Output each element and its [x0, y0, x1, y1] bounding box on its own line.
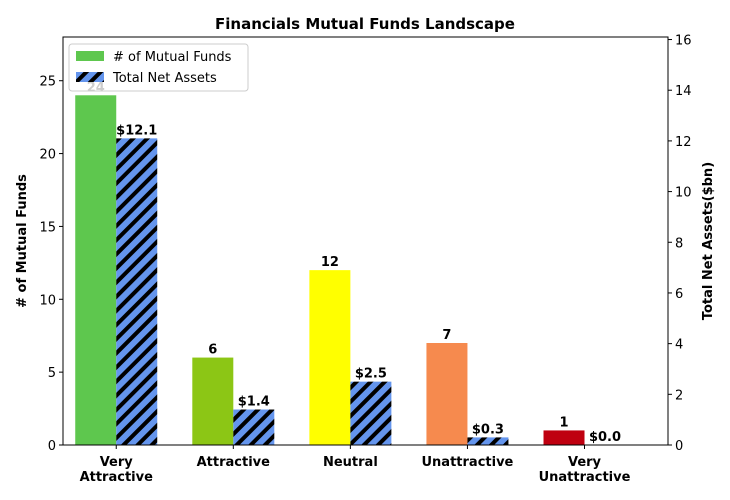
y-tick-label-left: 15: [39, 220, 56, 235]
y-tick-label-left: 25: [39, 75, 56, 90]
y-axis-title-left: # of Mutual Funds: [15, 174, 30, 308]
bar-mutual-funds: [75, 95, 117, 446]
bar-net-assets: [467, 437, 509, 445]
bar-mutual-funds: [426, 343, 468, 445]
legend-label-funds: # of Mutual Funds: [113, 50, 232, 65]
chart-title: Financials Mutual Funds Landscape: [215, 15, 515, 33]
x-tick-label: Unattractive: [422, 455, 514, 470]
data-label-funds: 12: [321, 255, 339, 270]
y-axis-title-right: Total Net Assets($bn): [701, 162, 716, 320]
plot-frame: [62, 36, 669, 446]
data-label-funds: 6: [208, 343, 217, 358]
y-tick-label-right: 16: [675, 34, 692, 49]
y-tick-label-right: 14: [675, 84, 692, 99]
bar-net-assets: [116, 138, 158, 445]
y-tick-label-left: 0: [48, 439, 56, 454]
y-tick-label-left: 20: [39, 148, 56, 163]
data-label-assets: $0.3: [472, 422, 504, 437]
y-tick-label-right: 12: [675, 135, 692, 150]
data-label-assets: $1.4: [238, 395, 270, 410]
bar-net-assets: [233, 409, 275, 445]
bar-mutual-funds: [192, 357, 234, 445]
y-tick-label-right: 6: [675, 287, 683, 302]
x-tick-label: Very: [568, 455, 602, 470]
y-tick-label-right: 0: [675, 439, 683, 454]
x-tick-label: Attractive: [80, 470, 154, 485]
bar-net-assets: [350, 381, 392, 445]
y-tick-label-right: 10: [675, 186, 692, 201]
x-tick-label: Unattractive: [539, 470, 631, 485]
data-label-assets: $2.5: [355, 367, 387, 382]
legend: # of Mutual Funds Total Net Assets: [68, 43, 249, 92]
bar-mutual-funds: [309, 270, 351, 445]
x-tick-label: Very: [100, 455, 134, 470]
legend-label-assets: Total Net Assets: [112, 71, 217, 86]
legend-box: [68, 43, 249, 92]
x-tick-label: Attractive: [197, 455, 271, 470]
data-label-funds: 7: [442, 328, 451, 343]
bar-mutual-funds: [543, 430, 585, 445]
y-tick-label-right: 8: [675, 236, 683, 251]
data-label-funds: 1: [559, 415, 568, 430]
data-label-assets: $0.0: [589, 430, 621, 445]
y-tick-label-left: 10: [39, 293, 56, 308]
legend-swatch-funds: [76, 51, 104, 61]
y-tick-label-right: 4: [675, 338, 683, 353]
y-tick-label-right: 2: [675, 388, 683, 403]
legend-swatch-assets: [76, 72, 104, 82]
y-tick-label-left: 5: [48, 366, 56, 381]
x-tick-label: Neutral: [323, 455, 378, 470]
data-label-assets: $12.1: [116, 123, 157, 138]
